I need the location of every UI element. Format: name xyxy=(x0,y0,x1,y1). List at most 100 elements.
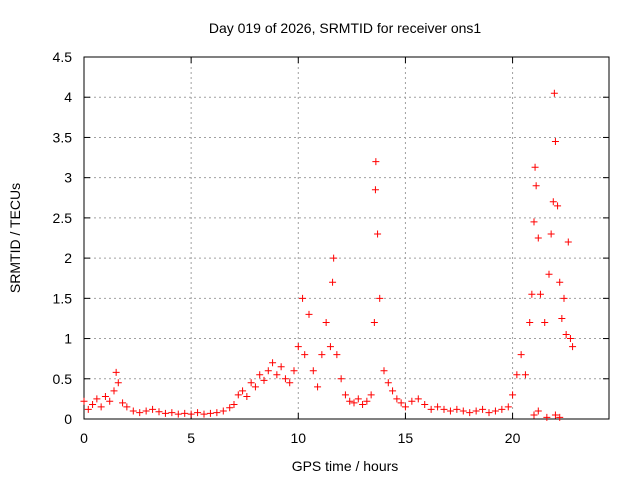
data-point xyxy=(534,407,542,415)
data-point xyxy=(301,351,309,359)
data-point xyxy=(543,413,551,421)
y-tick-label: 4 xyxy=(64,89,72,105)
data-point xyxy=(194,409,202,417)
data-point xyxy=(129,407,137,415)
data-point xyxy=(531,163,539,171)
data-point xyxy=(545,270,553,278)
data-point xyxy=(530,411,538,419)
data-point xyxy=(290,367,298,375)
x-axis-label: GPS time / hours xyxy=(292,458,399,474)
data-point xyxy=(558,314,566,322)
data-point xyxy=(93,395,101,403)
data-point xyxy=(341,391,349,399)
data-point xyxy=(536,290,544,298)
data-point xyxy=(136,409,144,417)
data-point xyxy=(517,351,525,359)
data-point xyxy=(286,379,294,387)
data-point xyxy=(168,409,176,417)
data-point xyxy=(84,405,92,413)
x-tick-label: 10 xyxy=(290,430,306,446)
data-point xyxy=(123,403,131,411)
y-tick-label: 1 xyxy=(64,331,72,347)
data-point xyxy=(530,218,538,226)
data-point xyxy=(337,375,345,383)
data-point xyxy=(309,367,317,375)
data-point xyxy=(149,405,157,413)
data-point xyxy=(119,399,127,407)
data-point xyxy=(397,399,405,407)
data-points xyxy=(80,89,577,421)
data-point xyxy=(427,405,435,413)
y-tick-label: 4.5 xyxy=(53,49,73,65)
y-tick-label: 3 xyxy=(64,170,72,186)
data-point xyxy=(453,405,461,413)
data-point xyxy=(299,294,307,302)
data-point xyxy=(472,407,480,415)
data-point xyxy=(408,397,416,405)
data-point xyxy=(187,410,195,418)
data-point xyxy=(318,351,326,359)
data-point xyxy=(181,409,189,417)
y-tick-label: 1.5 xyxy=(53,290,73,306)
data-point xyxy=(329,278,337,286)
data-point xyxy=(532,182,540,190)
x-tick-label: 5 xyxy=(187,430,195,446)
data-point xyxy=(314,383,322,391)
plot-border xyxy=(83,56,610,420)
data-point xyxy=(384,379,392,387)
data-point xyxy=(110,387,118,395)
data-point xyxy=(446,407,454,415)
data-point xyxy=(440,405,448,413)
data-point xyxy=(260,376,268,384)
data-point xyxy=(564,238,572,246)
data-point xyxy=(479,405,487,413)
data-point xyxy=(346,397,354,405)
y-tick-label: 2 xyxy=(64,250,72,266)
data-point xyxy=(294,343,302,351)
data-point xyxy=(114,379,122,387)
data-point xyxy=(200,410,208,418)
data-point xyxy=(556,413,564,421)
data-point xyxy=(277,363,285,371)
data-point xyxy=(101,392,109,400)
data-point xyxy=(273,371,281,379)
data-point xyxy=(256,371,264,379)
data-point xyxy=(513,371,521,379)
data-point xyxy=(305,310,313,318)
data-point xyxy=(155,408,163,416)
data-point xyxy=(281,375,289,383)
data-point xyxy=(80,397,88,405)
data-point xyxy=(547,230,555,238)
x-tick-label: 20 xyxy=(505,430,521,446)
data-point xyxy=(569,343,577,351)
data-point xyxy=(389,387,397,395)
data-point xyxy=(526,318,534,326)
data-point xyxy=(566,335,574,343)
y-axis-label: SRMTID / TECUs xyxy=(7,183,23,293)
data-point xyxy=(485,409,493,417)
data-point xyxy=(393,395,401,403)
data-point xyxy=(243,392,251,400)
data-point xyxy=(459,407,467,415)
data-point xyxy=(219,407,227,415)
data-point xyxy=(498,405,506,413)
data-point xyxy=(367,391,375,399)
data-point xyxy=(161,409,169,417)
y-tick-label: 2.5 xyxy=(53,210,73,226)
x-tick-label: 0 xyxy=(80,430,88,446)
data-point xyxy=(434,403,442,411)
plot-frame xyxy=(83,56,610,420)
chart-title: Day 019 of 2026, SRMTID for receiver ons… xyxy=(209,20,482,36)
x-tick-label: 15 xyxy=(398,430,414,446)
data-point xyxy=(370,318,378,326)
data-point xyxy=(504,403,512,411)
data-point xyxy=(322,318,330,326)
data-point xyxy=(330,254,338,262)
data-point xyxy=(106,397,114,405)
data-point xyxy=(534,234,542,242)
data-point xyxy=(414,395,422,403)
data-point xyxy=(206,409,214,417)
data-point xyxy=(264,367,272,375)
